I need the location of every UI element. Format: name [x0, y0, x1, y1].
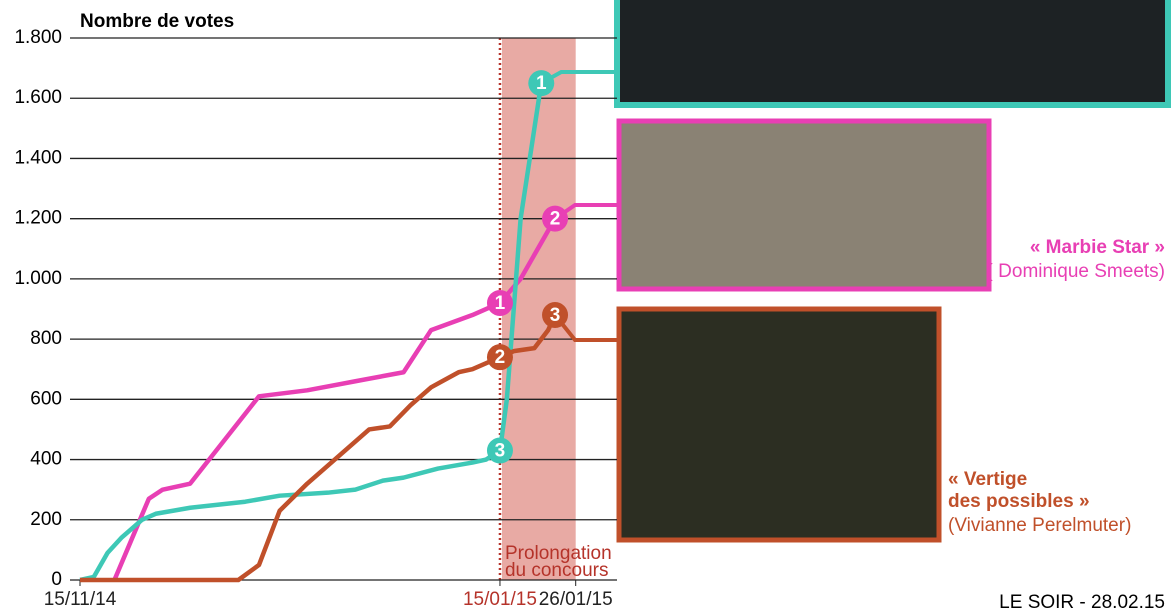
rank-label: 2 — [495, 347, 506, 368]
y-tick-label: 1.800 — [14, 27, 62, 48]
y-tick-label: 1.600 — [14, 87, 62, 108]
film-title: « Marbie Star » — [1030, 237, 1165, 258]
rank-marker — [486, 289, 513, 316]
rank-marker — [486, 437, 513, 464]
y-tick-label: 1.200 — [14, 208, 62, 229]
photo — [616, 118, 992, 292]
rank-marker — [542, 302, 569, 329]
x-tick-label: 15/11/14 — [44, 589, 117, 610]
y-tick-label: 1.000 — [14, 268, 62, 289]
film-title: des possibles » — [948, 491, 1090, 512]
rank-label: 1 — [495, 293, 506, 314]
y-tick-label: 800 — [30, 328, 62, 349]
film-title: « Vertige — [948, 469, 1027, 490]
y-tick-label: 400 — [30, 449, 62, 470]
rank-label: 3 — [550, 305, 561, 326]
rank-label: 1 — [536, 73, 547, 94]
photo — [614, 0, 1171, 108]
highlight-label: Prolongation — [505, 543, 612, 564]
film-director: ( Dominique Smeets) — [987, 261, 1165, 282]
rank-marker — [542, 205, 569, 232]
rank-label: 3 — [495, 441, 506, 462]
y-tick-label: 200 — [30, 509, 62, 530]
rank-label: 2 — [550, 209, 561, 230]
line — [80, 314, 558, 583]
rank-marker — [486, 344, 513, 371]
y-tick-label: 600 — [30, 388, 62, 409]
film-director: (Vivianne Perelmuter) — [948, 515, 1131, 536]
highlight-label: du concours — [505, 560, 609, 581]
axis-title: Nombre de votes — [80, 11, 234, 32]
x-tick-label: 26/01/15 — [539, 589, 613, 610]
line — [79, 82, 544, 583]
source: LE SOIR - 28.02.15 — [999, 592, 1165, 612]
y-tick-label: 1.400 — [14, 147, 62, 168]
x-tick-label: 15/01/15 — [463, 589, 537, 610]
photo — [616, 306, 942, 543]
rank-marker — [528, 70, 555, 97]
y-tick-label: 0 — [51, 569, 62, 590]
